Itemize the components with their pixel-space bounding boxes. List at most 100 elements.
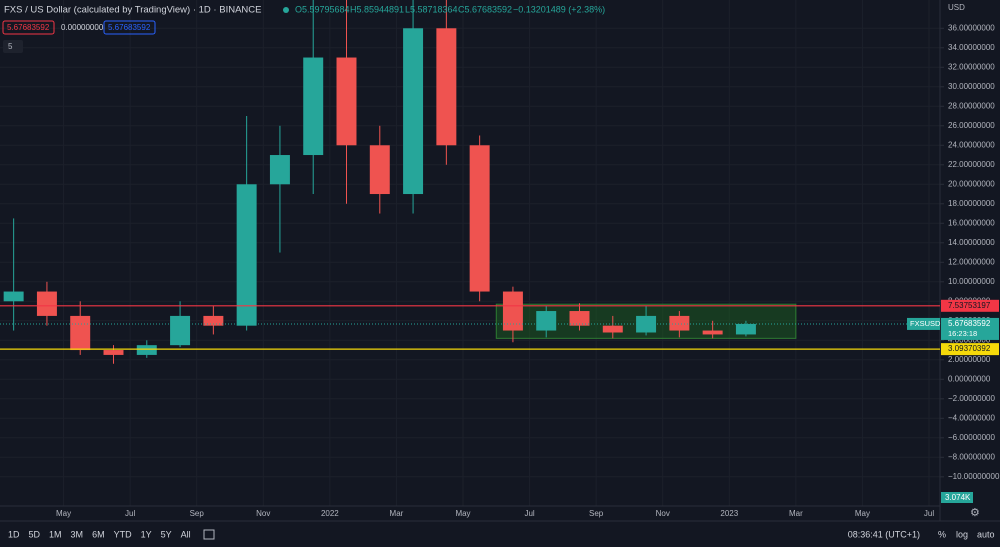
x-tick-label: Mar: [390, 509, 404, 518]
candle-body: [536, 311, 557, 331]
candle-body: [36, 291, 57, 316]
y-tick-label: 22.00000000: [948, 160, 995, 169]
candle-body: [303, 57, 324, 156]
indicator-value: 0.00000000: [61, 23, 104, 32]
candle-body: [170, 315, 191, 346]
range-button[interactable]: 6M: [92, 529, 105, 539]
settings-icon[interactable]: ⚙: [970, 507, 980, 519]
x-tick-label: May: [56, 509, 71, 518]
candle-body: [269, 155, 290, 185]
candle-body: [636, 315, 657, 333]
candle-body: [702, 330, 723, 335]
y-tick-label: −2.00000000: [948, 394, 995, 403]
x-tick-label: Nov: [256, 509, 270, 518]
date-range-icon[interactable]: [203, 529, 215, 540]
volume-label: 3.074K: [945, 493, 971, 502]
y-tick-label: −10.00000000: [948, 472, 1000, 481]
y-tick-label: 16.00000000: [948, 218, 995, 227]
y-tick-label: 32.00000000: [948, 62, 995, 71]
y-tick-label: −6.00000000: [948, 433, 995, 442]
currency[interactable]: USD: [948, 3, 965, 12]
candle-body: [735, 323, 756, 335]
axis-option[interactable]: %: [938, 529, 946, 539]
ohlc-low: L5.58718364: [405, 4, 458, 14]
y-tick-label: 30.00000000: [948, 82, 995, 91]
last-price-label: 5.67683592: [948, 319, 991, 328]
x-tick-label: 2023: [720, 509, 738, 518]
candle-body: [403, 28, 424, 195]
range-button[interactable]: 1M: [49, 529, 62, 539]
x-tick-label: May: [455, 509, 470, 518]
ohlc-change: −0.13201489 (+2.38%): [513, 4, 605, 14]
candle-body: [669, 315, 690, 331]
candle-body: [369, 145, 390, 195]
candle-body: [602, 325, 623, 333]
y-tick-label: 34.00000000: [948, 43, 995, 52]
x-tick-label: May: [855, 509, 870, 518]
price-label-box: [941, 343, 999, 356]
y-tick-label: 28.00000000: [948, 101, 995, 110]
candle-body: [103, 350, 124, 355]
range-button[interactable]: 5D: [29, 529, 41, 539]
countdown: 16:23:18: [948, 329, 977, 338]
candle-body: [336, 57, 357, 146]
x-tick-label: Sep: [190, 509, 205, 518]
candle-body: [436, 28, 457, 146]
symbol-tag: [907, 317, 940, 330]
volume-label-box: [941, 492, 973, 503]
y-tick-label: 12.00000000: [948, 257, 995, 266]
candle-body: [569, 311, 590, 326]
y-tick-label: 2.00000000: [948, 355, 991, 364]
axis-option[interactable]: log: [956, 529, 968, 539]
ohlc-high: H5.85944891: [350, 4, 404, 14]
y-tick-label: −4.00000000: [948, 413, 995, 422]
x-tick-label: Sep: [589, 509, 604, 518]
range-button[interactable]: 5Y: [161, 529, 172, 539]
candle-body: [236, 184, 257, 326]
symbol-tag-text: FXSUSD: [910, 319, 941, 328]
candle-body: [469, 145, 490, 292]
range-button[interactable]: 1D: [8, 529, 20, 539]
price-label: 3.09370392: [948, 344, 991, 353]
x-tick-label: 2022: [321, 509, 339, 518]
range-button[interactable]: 3M: [71, 529, 84, 539]
range-button[interactable]: All: [181, 529, 191, 539]
candle-body: [3, 291, 24, 302]
x-tick-label: Jul: [924, 509, 934, 518]
y-tick-label: 0.00000000: [948, 374, 991, 383]
candle-body: [502, 291, 523, 331]
ohlc-open: O5.59795684: [295, 4, 350, 14]
plot: [3, 0, 797, 364]
clock: 08:36:41 (UTC+1): [848, 529, 920, 539]
indicator-box: [103, 20, 156, 35]
y-tick-label: 36.00000000: [948, 23, 995, 32]
ohlc-close: C5.67683592: [458, 4, 512, 14]
candle-body: [70, 315, 91, 351]
x-tick-label: Jul: [524, 509, 534, 518]
y-tick-label: 14.00000000: [948, 238, 995, 247]
x-tick-label: Jul: [125, 509, 135, 518]
y-tick-label: 18.00000000: [948, 199, 995, 208]
y-tick-label: −8.00000000: [948, 452, 995, 461]
indicator-value: 5.67683592: [108, 23, 151, 32]
x-tick-label: Nov: [656, 509, 670, 518]
indicator-count[interactable]: 5: [8, 42, 13, 51]
range-button[interactable]: YTD: [114, 529, 133, 539]
last-price-box: [941, 317, 999, 340]
market-status: [283, 7, 289, 13]
indicator-box: [2, 20, 55, 35]
y-tick-label: 10.00000000: [948, 277, 995, 286]
indicator-toggle[interactable]: [3, 40, 23, 53]
x-tick-label: Mar: [789, 509, 803, 518]
indicator-value: 5.67683592: [7, 23, 50, 32]
price-label-box: [941, 299, 999, 312]
price-label: 7.53753197: [948, 301, 991, 310]
axis-option[interactable]: auto: [977, 529, 995, 539]
y-tick-label: 24.00000000: [948, 140, 995, 149]
symbol-title: FXS / US Dollar (calculated by TradingVi…: [4, 5, 261, 16]
range-button[interactable]: 1Y: [141, 529, 152, 539]
y-tick-label: 20.00000000: [948, 179, 995, 188]
